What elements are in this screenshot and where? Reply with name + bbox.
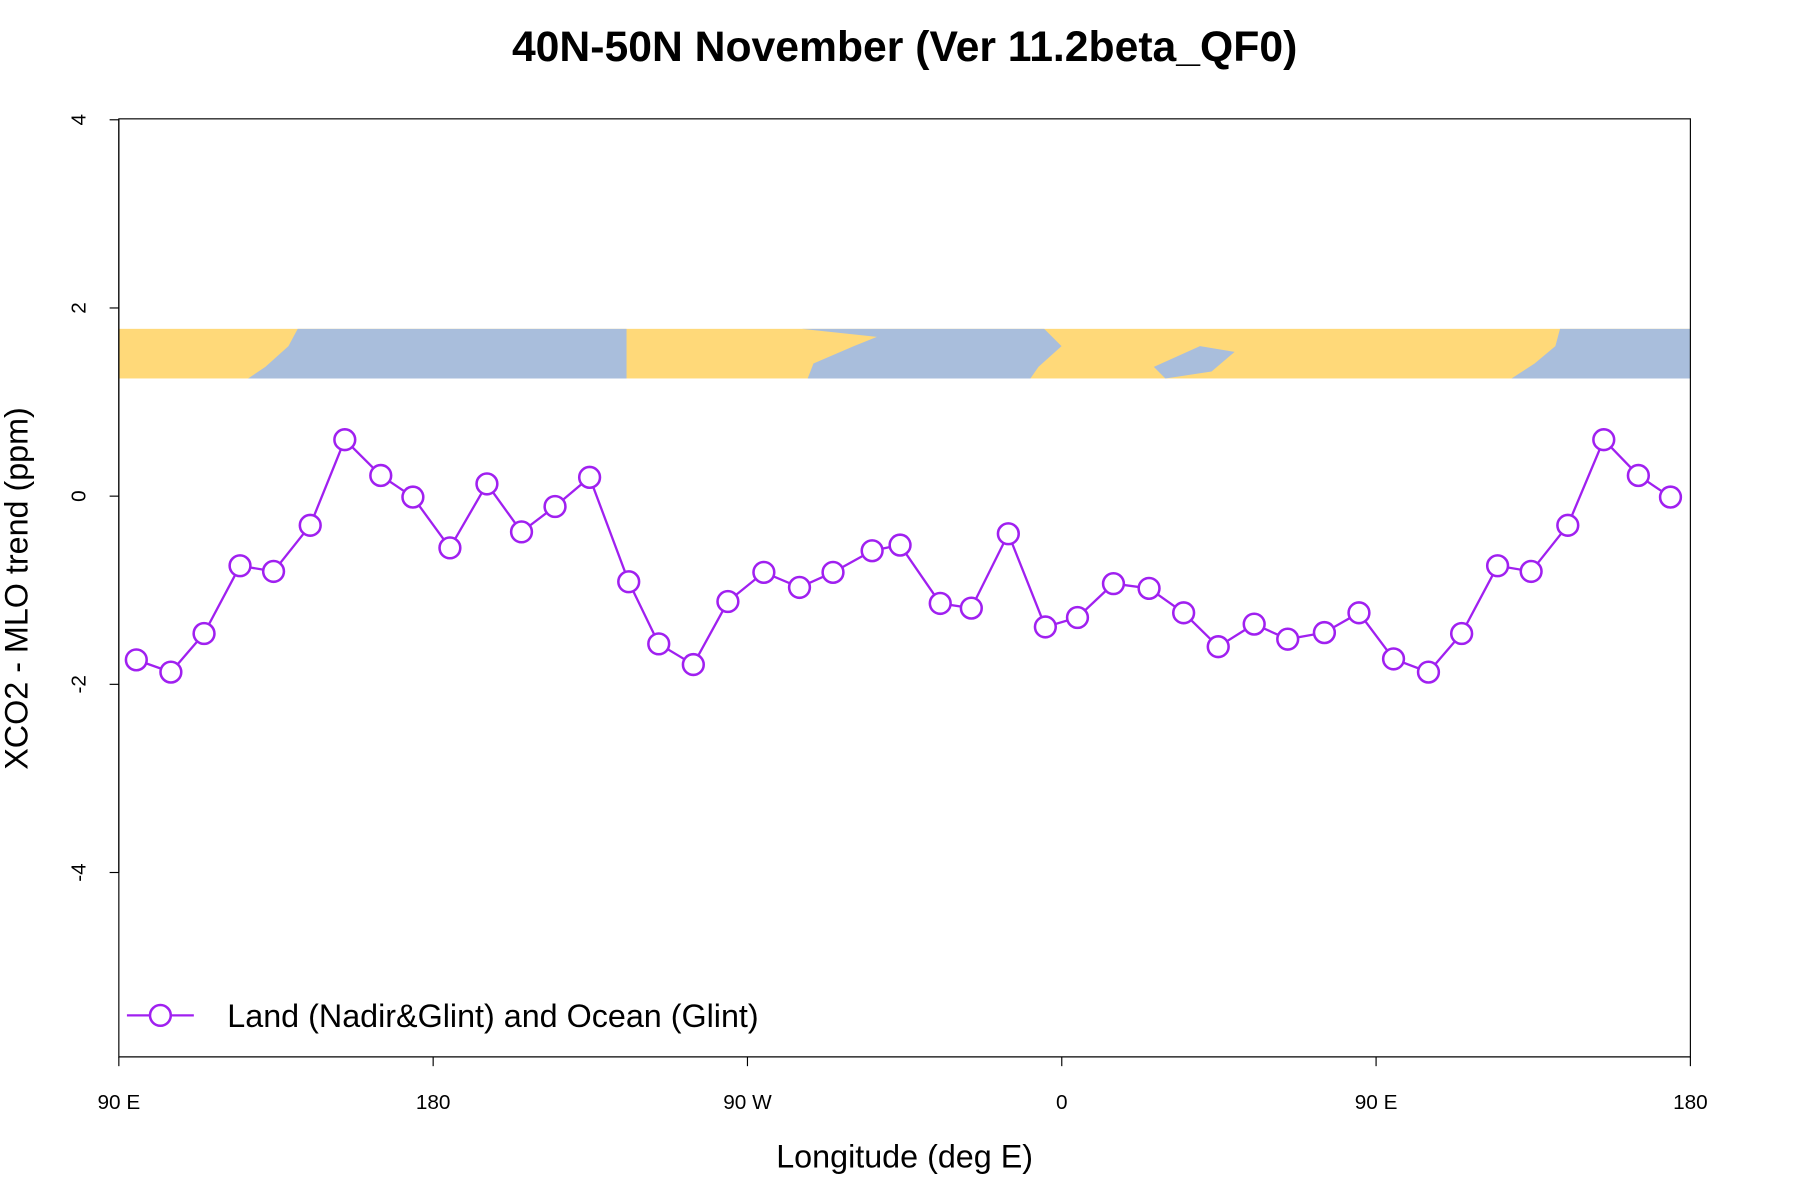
data-point xyxy=(928,591,952,616)
data-point xyxy=(1312,620,1337,645)
data-point xyxy=(647,632,671,656)
x-tick-label: 180 xyxy=(1673,1091,1708,1114)
data-point xyxy=(1033,615,1058,639)
data-point xyxy=(261,559,286,584)
data-point xyxy=(888,533,912,557)
data-point xyxy=(1485,554,1510,578)
data-point xyxy=(1556,513,1580,537)
data-point xyxy=(1101,571,1126,596)
data-point xyxy=(1381,647,1406,671)
x-tick-label: 90 E xyxy=(98,1091,141,1114)
x-tick-label: 90 W xyxy=(723,1091,772,1114)
data-point xyxy=(1592,428,1616,452)
legend-label: Land (Nadir&Glint) and Ocean (Glint) xyxy=(227,998,758,1034)
data-point xyxy=(1347,601,1371,625)
data-point xyxy=(1658,485,1683,509)
x-axis-label: Longitude (deg E) xyxy=(776,1139,1033,1175)
data-point xyxy=(996,522,1020,546)
data-point xyxy=(681,652,705,677)
data-point xyxy=(438,536,462,560)
y-tick-label: 2 xyxy=(67,302,90,314)
data-point xyxy=(509,520,534,544)
data-point xyxy=(1206,635,1230,659)
y-tick-label: 4 xyxy=(67,114,90,126)
data-point xyxy=(369,463,393,488)
y-tick-label: -2 xyxy=(67,675,90,693)
y-tick-label: -4 xyxy=(67,863,90,881)
x-tick-label: 90 E xyxy=(1355,1091,1398,1114)
data-point xyxy=(1449,621,1474,646)
data-point xyxy=(124,648,148,672)
data-point xyxy=(333,428,357,452)
data-point xyxy=(577,465,602,489)
data-point xyxy=(617,570,641,594)
y-tick-label: 0 xyxy=(67,490,90,502)
data-point xyxy=(159,660,183,684)
data-point xyxy=(1242,612,1266,636)
x-tick-label: 0 xyxy=(1056,1091,1068,1114)
data-point xyxy=(228,554,252,578)
chart-title: 40N-50N November (Ver 11.2beta_QF0) xyxy=(512,23,1297,71)
data-point xyxy=(1626,463,1651,488)
map-strip xyxy=(118,328,1691,379)
data-point xyxy=(192,621,216,646)
data-point xyxy=(1171,601,1196,625)
data-point xyxy=(860,539,884,563)
data-point xyxy=(959,596,983,620)
data-point xyxy=(716,589,740,614)
data-point xyxy=(475,472,499,496)
data-point xyxy=(401,485,425,509)
data-point xyxy=(787,575,812,600)
data-point xyxy=(543,494,567,519)
data-point xyxy=(1276,627,1300,651)
data-point xyxy=(1137,576,1161,601)
y-axis-label: XCO2 - MLO trend (ppm) xyxy=(0,407,35,770)
data-point xyxy=(821,560,845,585)
x-tick-label: 180 xyxy=(416,1091,451,1114)
legend-marker xyxy=(148,1003,173,1028)
plot-frame xyxy=(118,118,1691,1058)
data-point xyxy=(752,560,776,585)
data-point xyxy=(1065,605,1090,630)
data-point xyxy=(1416,660,1441,684)
data-point xyxy=(1519,559,1543,584)
data-point xyxy=(298,513,322,537)
